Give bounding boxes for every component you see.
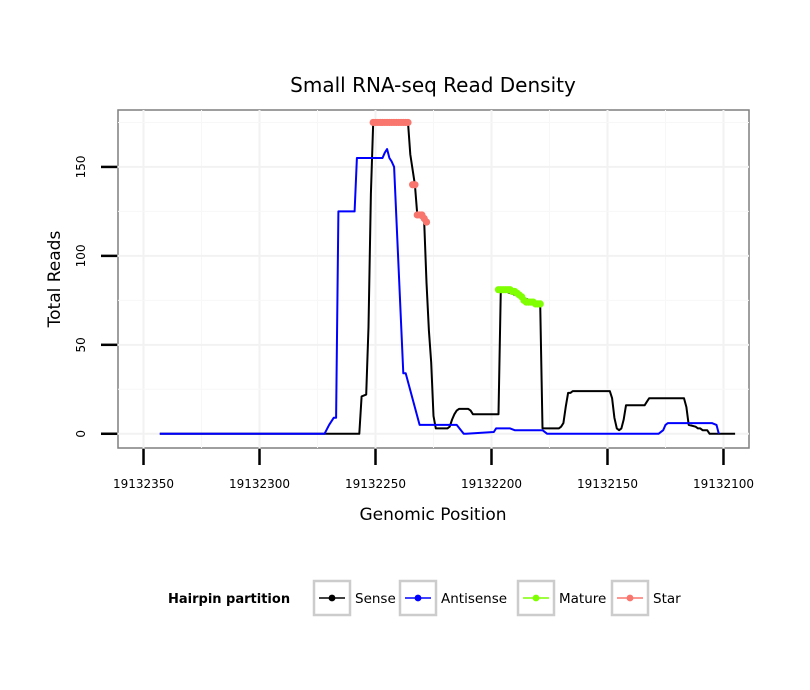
- legend-label-mature: Mature: [559, 591, 606, 607]
- x-tick-label: 19132250: [345, 477, 406, 491]
- legend-key-antisense-point: [414, 594, 422, 602]
- x-tick-label: 19132300: [229, 477, 290, 491]
- x-tick-label: 19132350: [113, 477, 174, 491]
- series-mature-point: [536, 300, 544, 308]
- legend-key-star-point: [626, 594, 634, 602]
- legend-label-antisense: Antisense: [441, 591, 507, 607]
- y-tick-label: 50: [74, 337, 88, 352]
- legend-key-sense-point: [328, 594, 336, 602]
- series-star-point: [404, 118, 412, 127]
- y-tick-label: 0: [74, 430, 88, 438]
- legend-title: Hairpin partition: [168, 592, 290, 607]
- grid: [118, 110, 749, 448]
- series-star-point: [411, 181, 419, 189]
- x-axis: 19132350 19132300 19132250 19132200 19132150…: [113, 449, 754, 491]
- x-tick-label: 19132200: [461, 477, 522, 491]
- series-star-point: [422, 218, 431, 226]
- x-tick-label: 19132100: [693, 477, 754, 491]
- legend: Hairpin partition Sense Antisense Mature St…: [168, 579, 681, 617]
- chart-title: Small RNA-seq Read Density: [290, 73, 576, 97]
- x-tick-label: 19132150: [577, 477, 638, 491]
- series-antisense-line: [159, 148, 720, 435]
- series-layer: [159, 118, 736, 435]
- legend-label-star: Star: [653, 591, 681, 607]
- y-tick-label: 150: [74, 155, 88, 178]
- legend-key-mature-point: [532, 594, 540, 602]
- y-axis: 0 50 100 150: [74, 155, 117, 438]
- y-tick-label: 100: [74, 244, 88, 267]
- y-axis-title: Total Reads: [45, 231, 65, 329]
- x-axis-title: Genomic Position: [359, 505, 506, 525]
- legend-label-sense: Sense: [355, 591, 396, 607]
